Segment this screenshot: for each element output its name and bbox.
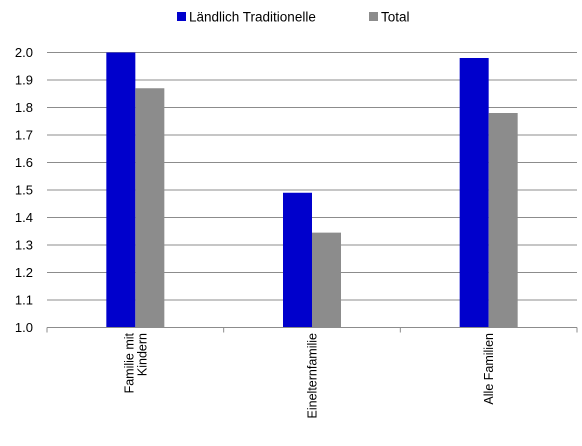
legend-swatch: [369, 12, 378, 21]
bar-series1: [283, 192, 312, 328]
bar-series2: [488, 113, 518, 328]
bar-series2: [135, 88, 165, 328]
bar-series1: [459, 58, 489, 328]
legend-label: Ländlich Traditionelle: [189, 10, 316, 25]
y-tick-label: 1.3: [15, 238, 33, 253]
y-tick-label: 1.2: [15, 265, 33, 280]
category-label: Kindern: [135, 333, 149, 376]
category-label: Einelternfamilie: [306, 333, 320, 419]
bar-series1: [106, 52, 136, 328]
y-tick-label: 1.7: [15, 128, 33, 143]
y-tick-label: 2.0: [15, 45, 33, 60]
y-tick-label: 1.6: [15, 155, 33, 170]
y-tick-label: 1.9: [15, 73, 33, 88]
category-label: Familie mit: [122, 332, 136, 393]
legend: Ländlich Traditionelle Total: [177, 10, 410, 25]
x-axis-tick-marks: [46, 327, 578, 333]
y-tick-label: 1.0: [15, 320, 33, 335]
y-tick-label: 1.1: [15, 293, 33, 308]
y-tick-label: 1.5: [15, 183, 33, 198]
y-tick-label: 1.4: [15, 210, 33, 225]
category-label: Alle Familien: [482, 333, 496, 405]
category-labels: Familie mit Kindern Einelternfamilie Alle F…: [122, 332, 496, 418]
y-tick-label: 1.8: [15, 100, 33, 115]
bars: [106, 52, 518, 328]
bar-series2: [312, 232, 341, 328]
legend-label: Total: [381, 10, 410, 25]
legend-swatch: [177, 12, 186, 21]
y-axis-tick-labels: 1.0 1.1 1.2 1.3 1.4 1.5 1.6 1.7 1.8 1.9 2.0: [15, 45, 33, 335]
